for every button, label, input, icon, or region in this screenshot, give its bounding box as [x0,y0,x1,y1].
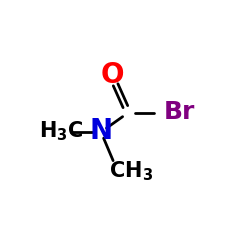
Text: $\mathregular{CH_3}$: $\mathregular{CH_3}$ [109,160,153,183]
Text: O: O [101,61,124,89]
Text: $\mathregular{H_3C}$: $\mathregular{H_3C}$ [39,119,84,143]
Text: Br: Br [164,100,195,124]
Text: N: N [90,117,112,145]
